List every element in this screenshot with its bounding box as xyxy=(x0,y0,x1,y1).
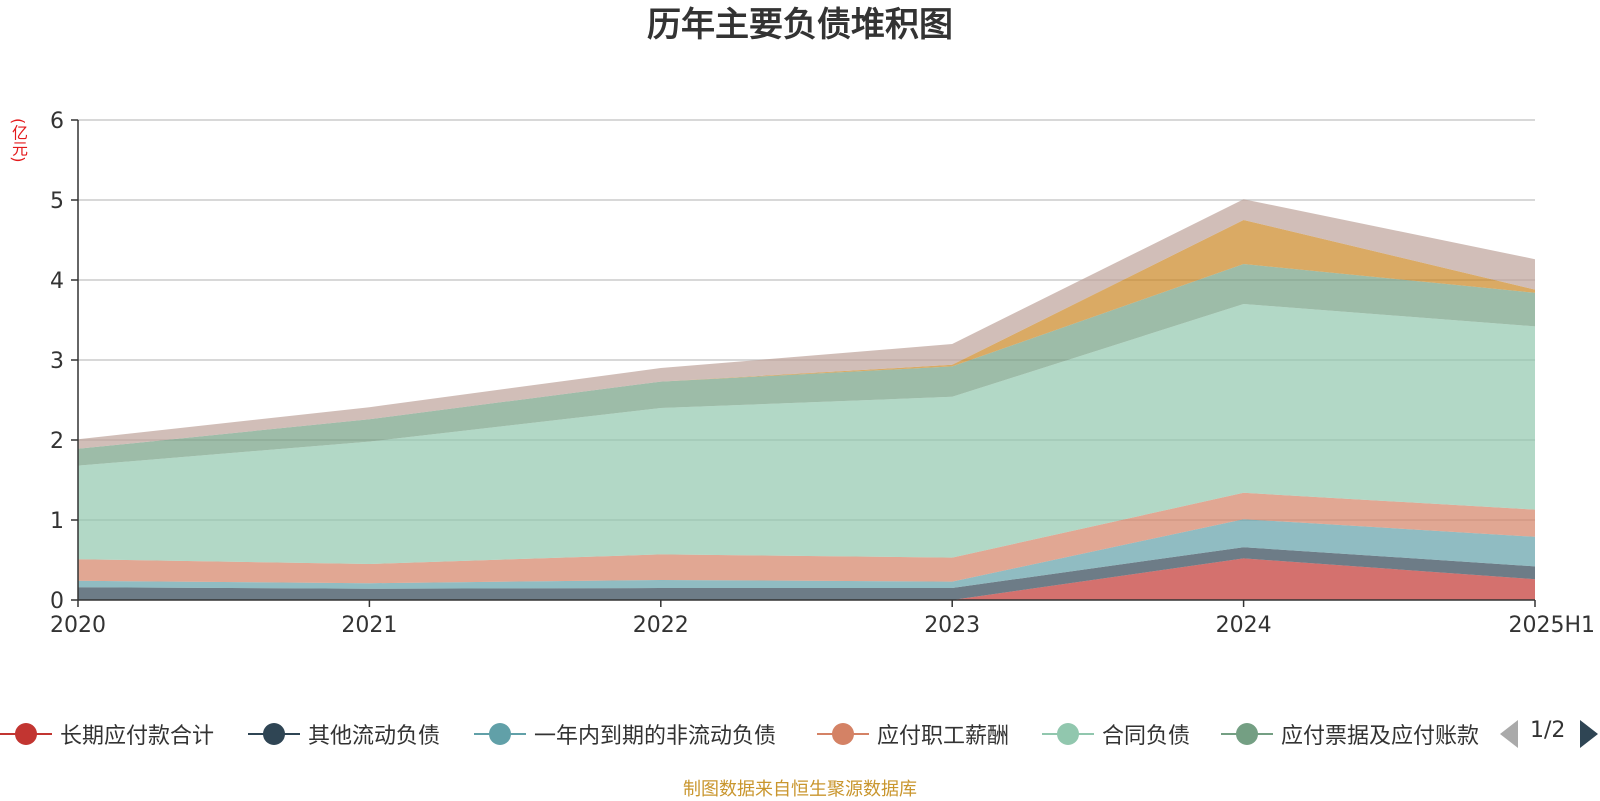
legend-marker-icon xyxy=(1042,712,1094,756)
legend-label: 应付职工薪酬 xyxy=(877,724,1010,749)
legend-marker-icon xyxy=(0,712,52,756)
legend-next-arrow-icon[interactable] xyxy=(1580,720,1598,748)
area-series-3 xyxy=(78,492,1535,584)
area-series-4 xyxy=(78,304,1535,564)
legend-item[interactable]: 合同负债 xyxy=(1042,712,1212,756)
legend-prev-arrow-icon[interactable] xyxy=(1500,720,1518,748)
legend-item[interactable]: 其他流动负债 xyxy=(248,712,463,756)
y-tick-label: 1 xyxy=(50,509,64,534)
legend-label: 长期应付款合计 xyxy=(60,724,215,749)
x-tick-label: 2024 xyxy=(1216,613,1272,638)
area-series-2 xyxy=(78,519,1535,589)
area-series-5 xyxy=(78,264,1535,466)
y-tick-label: 3 xyxy=(50,349,64,374)
y-tick-label: 6 xyxy=(50,109,64,134)
area-series-0 xyxy=(78,558,1535,600)
x-tick-label: 2025H1 xyxy=(1508,613,1595,638)
y-tick-label: 4 xyxy=(50,269,64,294)
data-source-note: 制图数据来自恒生聚源数据库 xyxy=(683,779,917,800)
chart-legend: 应付票据及应付账款 合同负债 应付职工薪酬 一年内到期的非流动负债 其他流动负债 长期应付… xyxy=(0,712,1600,756)
x-tick-label: 2023 xyxy=(924,613,980,638)
y-tick-label: 5 xyxy=(50,189,64,214)
legend-label: 合同负债 xyxy=(1102,724,1191,749)
y-tick-label: 2 xyxy=(50,429,64,454)
y-axis-unit-label: (亿元) xyxy=(9,118,28,163)
chart-title: 历年主要负债堆积图 xyxy=(647,5,953,45)
area-series-1 xyxy=(78,547,1535,600)
legend-pager: 1/2 xyxy=(1500,712,1600,756)
legend-label: 一年内到期的非流动负债 xyxy=(534,724,777,749)
x-tick-label: 2021 xyxy=(341,613,397,638)
legend-label: 其他流动负债 xyxy=(308,724,441,749)
legend-page-indicator: 1/2 xyxy=(1530,718,1566,743)
y-tick-label: 0 xyxy=(50,589,64,614)
legend-item[interactable]: 一年内到期的非流动负债 xyxy=(474,712,804,756)
area-series-7 xyxy=(78,199,1535,449)
legend-item[interactable]: 应付职工薪酬 xyxy=(817,712,1032,756)
area-series-6 xyxy=(78,220,1535,449)
legend-item[interactable]: 应付票据及应付账款 xyxy=(1221,712,1481,756)
legend-marker-icon xyxy=(248,712,300,756)
legend-item[interactable]: 长期应付款合计 xyxy=(0,712,235,756)
legend-marker-icon xyxy=(1221,712,1273,756)
x-tick-label: 2020 xyxy=(50,613,106,638)
legend-marker-icon xyxy=(474,712,526,756)
legend-marker-icon xyxy=(817,712,869,756)
legend-label: 应付票据及应付账款 xyxy=(1281,724,1480,749)
x-tick-label: 2022 xyxy=(633,613,689,638)
stacked-area-chart: 0 1 2 3 4 5 6 2020 2021 2022 2023 2024 2025H1 xyxy=(50,109,1595,638)
